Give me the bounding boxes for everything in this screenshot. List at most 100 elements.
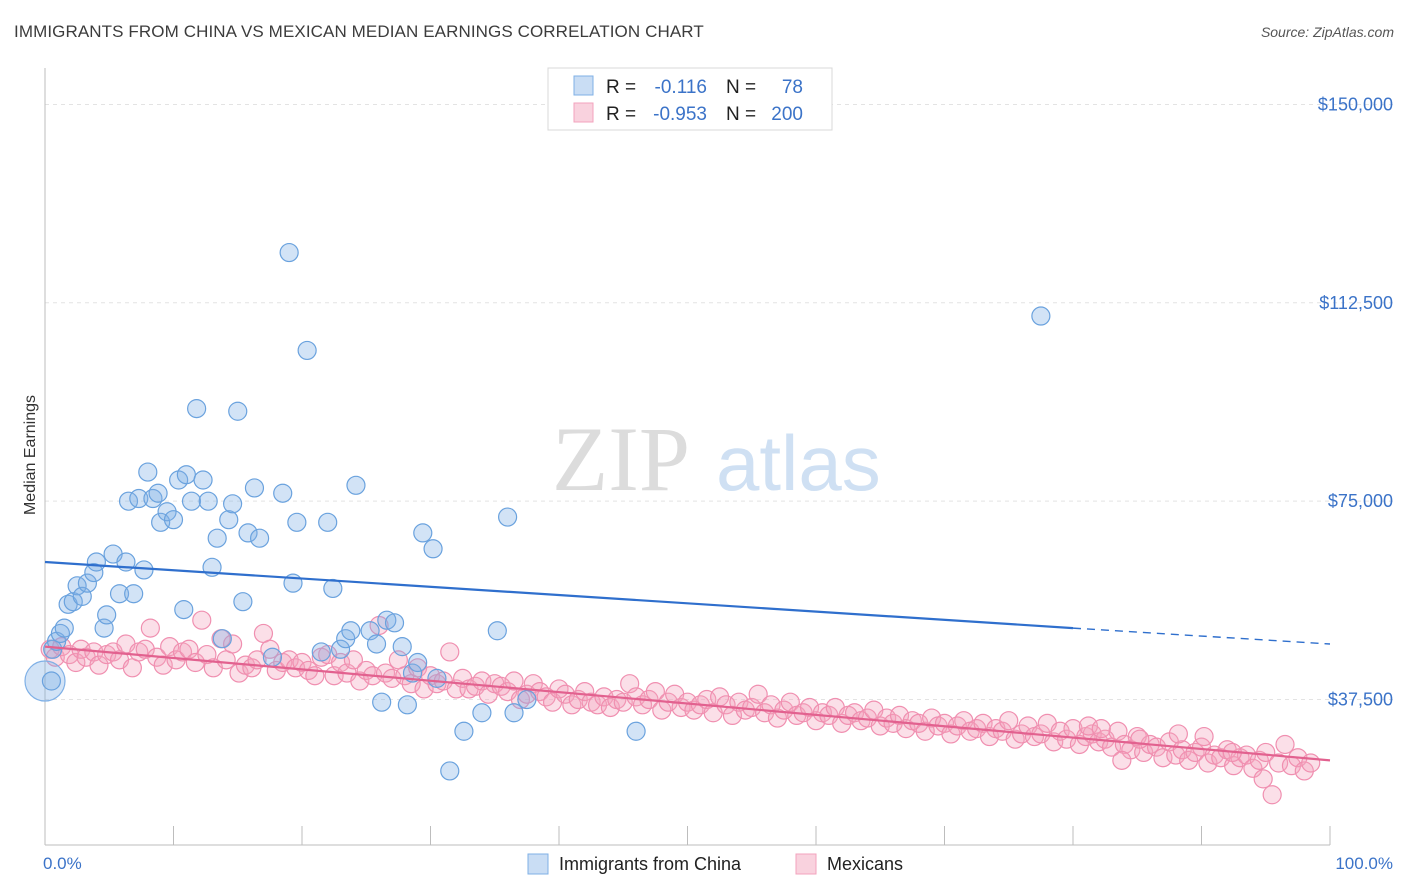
china-point-58 xyxy=(366,634,387,654)
china-point-44 xyxy=(262,647,283,667)
china-point-62 xyxy=(392,637,412,657)
mexicans-point-202 xyxy=(1168,724,1188,744)
gridlines xyxy=(45,103,1395,701)
china-point-59 xyxy=(372,692,392,712)
mexicans-point-23 xyxy=(185,652,205,673)
china-point-63 xyxy=(397,695,417,715)
y-tick-label-1: $75,000 xyxy=(1328,491,1393,511)
china-point-72 xyxy=(487,621,507,641)
mexicans-point-29 xyxy=(223,634,243,654)
china-point-35 xyxy=(207,528,227,548)
china-point-55 xyxy=(341,621,361,641)
china-point-52 xyxy=(323,578,343,599)
legend-box xyxy=(547,67,833,131)
china-point-61 xyxy=(384,613,405,633)
china-point-33 xyxy=(198,491,218,511)
mexicans-point-205 xyxy=(1253,769,1273,789)
mexicans-point-49 xyxy=(350,671,370,691)
china-point-30 xyxy=(181,491,202,511)
legend-n-label-mexicans: N = xyxy=(726,104,756,125)
china-point-46 xyxy=(279,242,299,263)
china-point-40 xyxy=(233,592,253,612)
china-point-71 xyxy=(472,703,492,723)
legend-n-value-mexicans: 200 xyxy=(771,104,803,125)
mexicans-point-8 xyxy=(89,655,109,675)
mexicans-point-159 xyxy=(1056,729,1077,749)
mexicans-point-190 xyxy=(1256,742,1276,763)
china-point-36 xyxy=(212,629,232,649)
legend-n-value-china: 78 xyxy=(782,77,803,98)
legend-n-label-china: N = xyxy=(726,77,756,98)
china-point-66 xyxy=(413,523,433,543)
china-point-75 xyxy=(517,689,537,710)
mexicans-point-88 xyxy=(600,697,621,718)
chart-title: IMMIGRANTS FROM CHINA VS MEXICAN MEDIAN … xyxy=(14,22,704,41)
watermark-atlas: atlas xyxy=(716,419,881,507)
china-point-6 xyxy=(63,592,83,612)
china-point-45 xyxy=(273,483,293,503)
mexicans-point-112 xyxy=(754,703,775,723)
watermark: ZIP atlas xyxy=(552,408,881,510)
legend-swatch-mexicans xyxy=(573,102,594,123)
series-legend: Immigrants from China Mexicans xyxy=(527,853,903,875)
mexicans-point-15 xyxy=(135,639,155,659)
china-point-large xyxy=(24,660,66,702)
legend-r-value-mexicans: -0.953 xyxy=(653,104,707,125)
series-legend-swatch-mexicans xyxy=(795,853,817,875)
china-point-42 xyxy=(244,478,265,498)
china-point-43 xyxy=(249,528,270,548)
series-china-points xyxy=(24,242,1051,781)
legend-swatch-china xyxy=(573,75,594,96)
china-point-22 xyxy=(143,488,163,509)
correlation-legend: R = -0.116 N = 78 R = -0.953 N = 200 xyxy=(547,67,833,131)
y-tick-label-0: $37,500 xyxy=(1328,690,1393,710)
china-point-26 xyxy=(163,510,184,530)
series-legend-label-china: Immigrants from China xyxy=(559,854,742,874)
china-point-69 xyxy=(440,761,460,781)
trend-lines xyxy=(44,560,1331,762)
china-point-41 xyxy=(238,523,258,543)
mexicans-point-115 xyxy=(774,700,794,720)
mexicans-point-40 xyxy=(292,652,312,673)
mexicans-point-24 xyxy=(192,610,212,630)
china-point-68 xyxy=(427,668,447,688)
mexicans-point-188 xyxy=(1243,758,1263,778)
china-point-15 xyxy=(109,584,130,604)
china-point-48 xyxy=(287,512,307,532)
china-point-74 xyxy=(504,703,524,723)
mexicans-point-114 xyxy=(767,708,788,728)
china-point-21 xyxy=(138,462,158,482)
axes xyxy=(44,68,1331,846)
mexicans-point-147 xyxy=(979,726,1000,747)
mexicans-point-193 xyxy=(1275,734,1295,755)
mexicans-trend-line xyxy=(44,645,1331,762)
china-point-18 xyxy=(124,584,144,604)
mexicans-point-16 xyxy=(140,618,160,638)
mexicans-point-201 xyxy=(1130,729,1150,749)
x-tick-label-1: 100.0% xyxy=(1335,854,1393,873)
china-point-70 xyxy=(454,721,474,741)
mexicans-point-181 xyxy=(1198,753,1218,773)
china-point-64 xyxy=(402,663,423,683)
mexicans-point-196 xyxy=(1294,761,1314,781)
china-point-56 xyxy=(346,475,366,495)
mexicans-point-82 xyxy=(562,695,582,715)
mexicans-point-173 xyxy=(1146,737,1167,757)
mexicans-point-48 xyxy=(343,650,363,670)
mexicans-point-150 xyxy=(999,711,1019,731)
mexicans-point-178 xyxy=(1179,750,1199,770)
mexicans-point-73 xyxy=(504,671,524,691)
legend-r-label-china: R = xyxy=(606,77,636,98)
china-trend-line xyxy=(44,560,1074,630)
china-point-77 xyxy=(1031,306,1051,326)
legend-r-value-china: -0.116 xyxy=(655,77,707,98)
china-point-76 xyxy=(626,721,646,741)
china-point-37 xyxy=(219,510,239,530)
mexicans-point-199 xyxy=(1091,719,1111,739)
mexicans-point-197 xyxy=(1301,753,1321,773)
y-tick-label-2: $112,500 xyxy=(1319,293,1393,313)
china-point-53 xyxy=(330,639,351,659)
x-tick-label-0: 0.0% xyxy=(43,854,82,873)
mexicans-point-200 xyxy=(1112,750,1132,770)
china-point-29 xyxy=(176,465,196,485)
